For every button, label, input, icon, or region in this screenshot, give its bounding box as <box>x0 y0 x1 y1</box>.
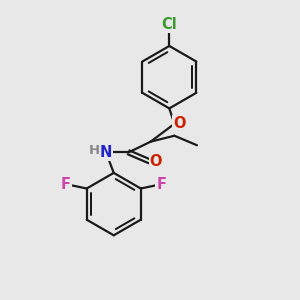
Text: O: O <box>173 116 186 131</box>
Text: O: O <box>150 154 162 169</box>
Text: H: H <box>89 143 100 157</box>
Text: N: N <box>100 145 112 160</box>
Text: F: F <box>157 177 166 192</box>
Text: F: F <box>61 177 71 192</box>
Text: Cl: Cl <box>161 17 177 32</box>
